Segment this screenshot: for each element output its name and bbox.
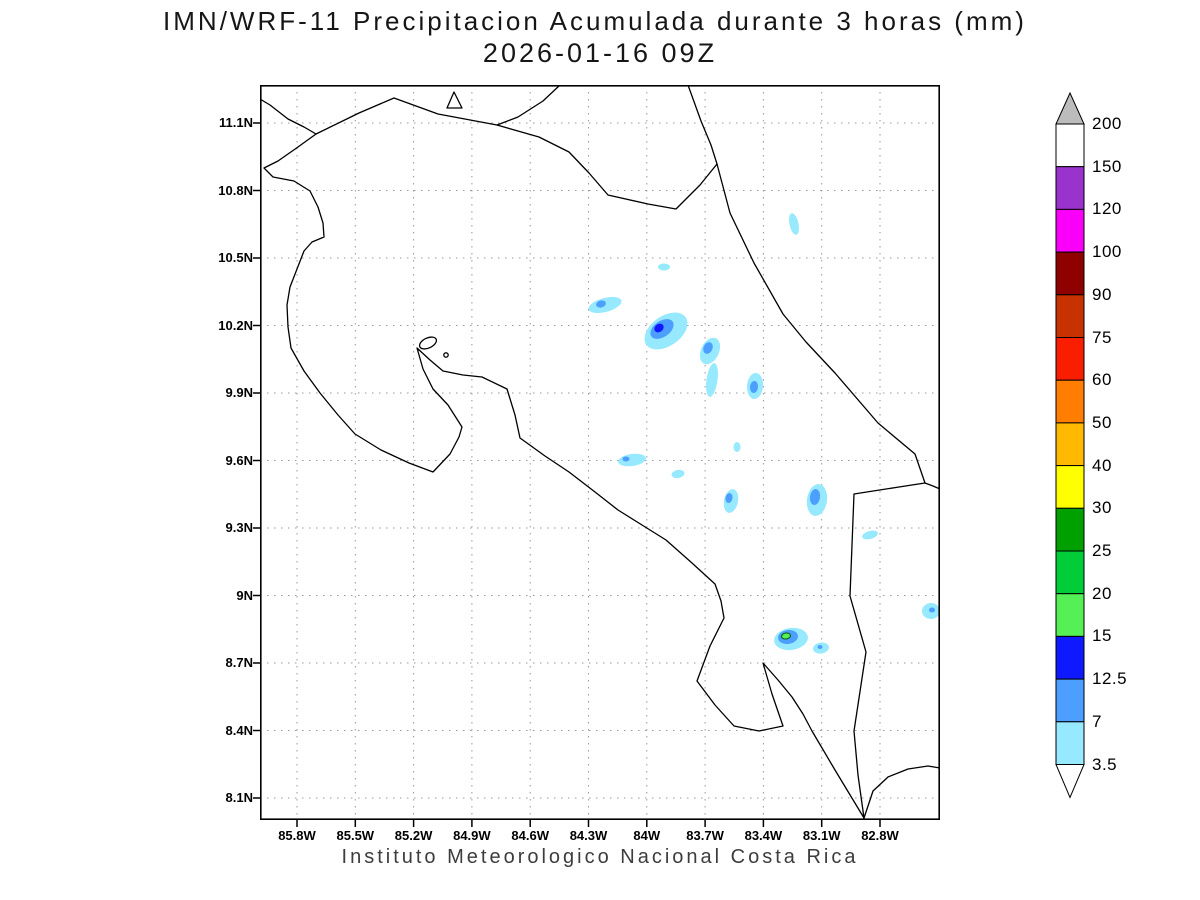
precip-cell [789, 213, 799, 235]
colorbar-cell [1055, 123, 1085, 168]
colorbar-label: 7 [1092, 711, 1102, 731]
colorbar-cell [1055, 208, 1085, 253]
precip-cell [809, 489, 821, 505]
colorbar-above-arrow [1055, 91, 1085, 125]
chira-island [418, 336, 438, 350]
colorbar-cell [1055, 635, 1085, 680]
lat-tick-label: 8.7N [225, 655, 253, 670]
lon-tick-label: 85.5W [336, 828, 375, 843]
precip-cell [749, 381, 759, 393]
colorbar-cell [1055, 465, 1085, 509]
nicaragua-caribbean-coast [687, 85, 718, 165]
colorbar-below-arrow [1055, 764, 1085, 799]
colorbar-label: 12.5 [1092, 669, 1128, 689]
lon-tick-label: 82.8W [861, 828, 899, 843]
figure-title: IMN/WRF-11 Precipitacion Acumulada duran… [163, 6, 1027, 36]
colorbar-label: 120 [1092, 199, 1122, 219]
panama-caribbean-coast [924, 482, 940, 490]
lat-tick-label: 11.1N [219, 115, 253, 130]
lat-tick-label: 8.4N [225, 722, 253, 738]
colorbar-label: 100 [1092, 242, 1122, 262]
lon-tick-label: 84W [633, 828, 661, 843]
colorbar-cell [1055, 379, 1085, 424]
colorbar-label: 30 [1092, 498, 1112, 518]
precip-cell [725, 493, 733, 503]
costa-rica-outline [263, 97, 926, 819]
lat-tick-label: 9.9N [225, 385, 253, 400]
precip-cell [703, 342, 713, 354]
precip-cell [618, 453, 646, 467]
colorbar-label: 60 [1092, 370, 1112, 390]
panama-pacific-coast [863, 765, 940, 819]
colorbar-label: 20 [1092, 583, 1112, 603]
colorbar-cell [1055, 507, 1085, 552]
precip-cell [706, 363, 718, 397]
precip-cell [929, 607, 935, 613]
lon-tick-label: 85.8W [278, 828, 316, 843]
lat-tick-label: 9.3N [225, 520, 253, 535]
colorbar-cell [1055, 251, 1085, 296]
lat-tick-label: 10.2N [218, 317, 253, 333]
lon-tick-label: 84.9W [453, 828, 491, 843]
lon-tick-label: 83.4W [744, 828, 783, 843]
precip-cell [596, 300, 606, 308]
colorbar-cell [1055, 294, 1085, 339]
axis-ticks [253, 122, 881, 827]
colorbar-label: 40 [1092, 455, 1112, 475]
lon-tick-label: 84.6W [511, 828, 549, 843]
ometepe-island [446, 91, 463, 109]
nicaragua-pacific-coast [260, 98, 317, 135]
precip-cell [622, 456, 630, 462]
lake-nicaragua-east-shore [496, 85, 561, 126]
precip-cell [862, 530, 878, 540]
plot-border [260, 85, 941, 821]
colorbar-cell [1055, 337, 1085, 381]
colorbar-label: 150 [1092, 156, 1122, 176]
colorbar-label: 75 [1092, 327, 1112, 347]
figure-subtitle-datetime: 2026-01-16 09Z [482, 38, 718, 68]
lon-tick-label: 83.1W [802, 828, 841, 843]
colorbar-label: 50 [1092, 412, 1112, 432]
colorbar-cell [1055, 166, 1085, 210]
map-plot [253, 85, 941, 827]
colorbar-cell [1055, 721, 1085, 765]
lat-tick-label: 9N [236, 587, 253, 603]
footer-caption: Instituto Meteorologico Nacional Costa R… [341, 846, 859, 868]
colorbar-label: 25 [1092, 541, 1112, 560]
lon-tick-label: 83.7W [686, 828, 724, 843]
lat-tick-label: 9.6N [225, 452, 253, 468]
colorbar-cell [1055, 422, 1085, 467]
precip-cell [733, 442, 741, 452]
precip-cell [817, 645, 823, 649]
colorbar-cell [1055, 678, 1085, 723]
colorbar-label: 15 [1092, 626, 1112, 646]
lat-tick-label: 10.5N [218, 250, 253, 265]
colorbar [1055, 91, 1085, 799]
gulf-islet [443, 352, 449, 358]
colorbar-cell [1055, 593, 1085, 637]
colorbar-cell [1055, 550, 1085, 595]
colorbar-label: 200 [1092, 114, 1122, 133]
precip-cell [671, 469, 685, 479]
colorbar-label: 90 [1092, 284, 1112, 304]
coastlines [260, 85, 940, 819]
gridlines [260, 85, 940, 820]
precip-cell [658, 263, 670, 271]
colorbar-label: 3.5 [1092, 754, 1118, 774]
precip-cell [654, 323, 664, 333]
lat-tick-label: 8.1N [225, 790, 253, 805]
lon-tick-label: 85.2W [394, 828, 433, 843]
precip-cell [781, 632, 791, 640]
precipitation-field [588, 213, 940, 654]
lat-tick-label: 10.8N [218, 182, 253, 198]
lon-tick-label: 84.3W [569, 828, 608, 843]
